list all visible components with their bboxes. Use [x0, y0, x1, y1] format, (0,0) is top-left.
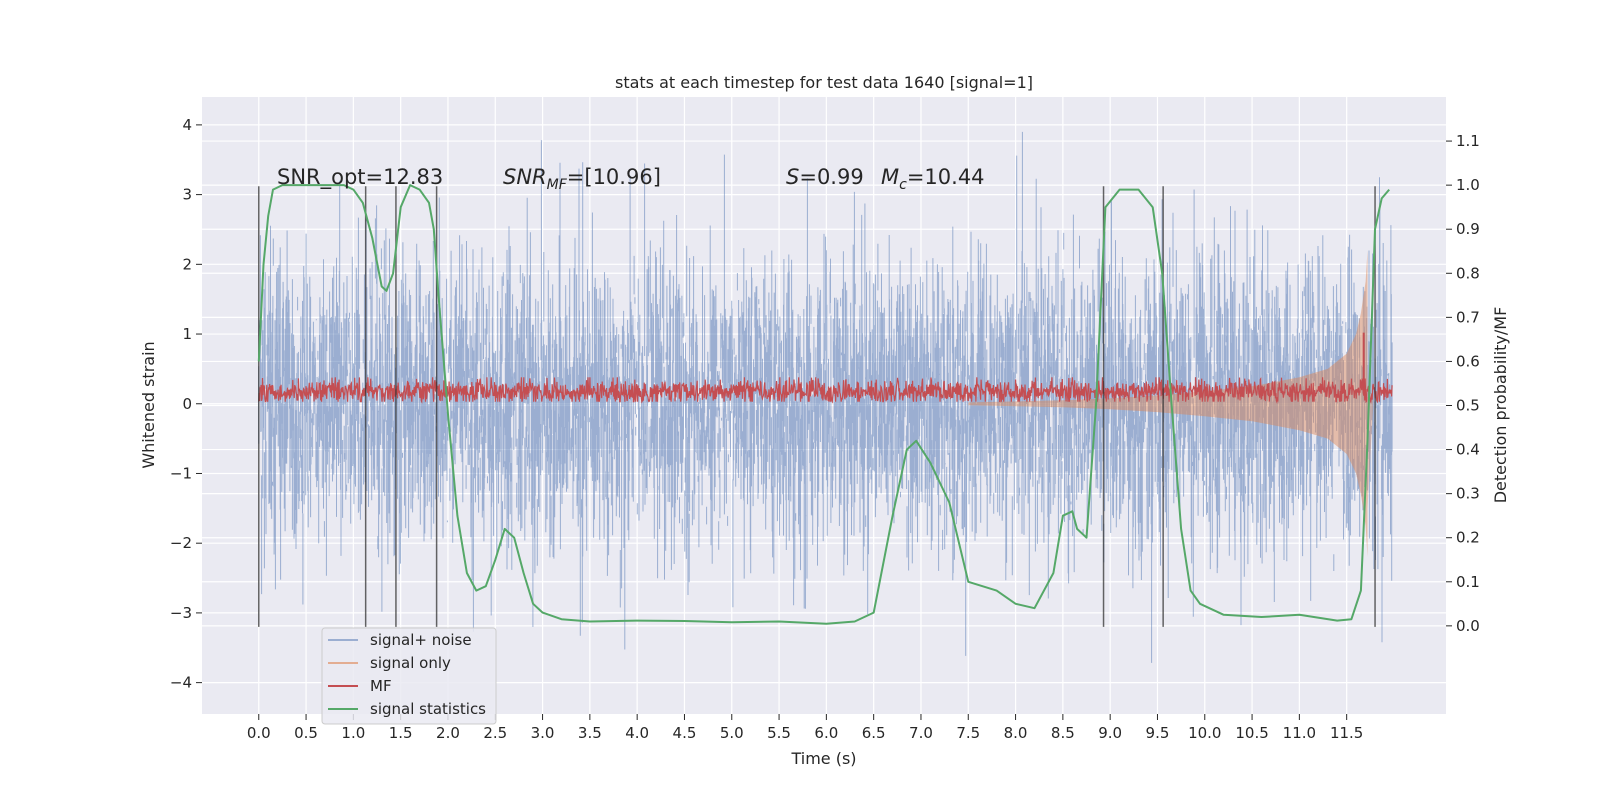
- annotation-snr-mf-sub: MF: [547, 177, 568, 193]
- x-tick-label: 3.5: [578, 724, 602, 742]
- y-left-tick-label: 1: [182, 325, 192, 343]
- chart-title: stats at each timestep for test data 164…: [615, 73, 1033, 92]
- y-right-tick-label: 1.1: [1456, 132, 1480, 150]
- y-right-tick-label: 0.8: [1456, 264, 1480, 282]
- annotation-s-symbol: S: [786, 165, 799, 189]
- x-tick-label: 6.5: [862, 724, 886, 742]
- x-tick-label: 8.5: [1051, 724, 1075, 742]
- annotation-mc-sub: c: [899, 177, 907, 193]
- x-tick-label: 9.5: [1146, 724, 1170, 742]
- x-tick-label: 10.0: [1188, 724, 1221, 742]
- y-left-tick-label: 2: [182, 255, 192, 273]
- x-tick-label: 4.5: [673, 724, 697, 742]
- legend-label-signal-only: signal only: [370, 654, 451, 672]
- y-left-tick-label: −1: [170, 464, 192, 482]
- y-right-tick-label: 0.6: [1456, 352, 1480, 370]
- annotation-mc-symbol: M: [881, 165, 899, 189]
- y-right-tick-label: 0.3: [1456, 485, 1480, 503]
- annotation-s-value: =0.99: [799, 165, 863, 189]
- x-tick-label: 10.5: [1235, 724, 1268, 742]
- legend-label-signal-statistics: signal statistics: [370, 700, 486, 718]
- mf-series: [258, 332, 1393, 405]
- annotation-snr-mf-main: SNR: [503, 165, 547, 189]
- y-right-tick-label: 0.9: [1456, 220, 1480, 238]
- x-tick-label: 7.5: [956, 724, 980, 742]
- annotation-mc: Mc=10.44: [881, 165, 985, 193]
- y-right-tick-label: 0.4: [1456, 441, 1480, 459]
- y-right-ticks: 0.0 0.1 0.2 0.3 0.4 0.5 0.6 0.7 0.8 0.9 1.0 1.1: [1446, 132, 1480, 635]
- x-tick-label: 5.5: [767, 724, 791, 742]
- signal-statistics-series: [257, 184, 1390, 625]
- annotation-snr-mf-value: =[10.96]: [567, 165, 661, 189]
- y-left-tick-label: −4: [170, 674, 192, 692]
- legend: signal+ noise signal only MF signal stat…: [321, 627, 497, 725]
- grid: [202, 97, 1446, 714]
- x-tick-label: 3.0: [531, 724, 555, 742]
- x-tick-label: 5.0: [720, 724, 744, 742]
- y-right-tick-label: 0.5: [1456, 397, 1480, 415]
- x-tick-label: 11.0: [1283, 724, 1316, 742]
- x-tick-label: 11.5: [1330, 724, 1363, 742]
- x-tick-label: 4.0: [625, 724, 649, 742]
- y-left-tick-label: 4: [182, 116, 192, 134]
- y-left-tick-label: −3: [170, 604, 192, 622]
- y-right-tick-label: 0.2: [1456, 529, 1480, 547]
- y-left-tick-label: 0: [182, 395, 192, 413]
- y-right-tick-label: 1.0: [1456, 176, 1480, 194]
- mf-line: [258, 376, 1393, 405]
- x-tick-label: 2.5: [483, 724, 507, 742]
- legend-label-mf: MF: [370, 677, 392, 695]
- x-tick-label: 7.0: [909, 724, 933, 742]
- signal-only-envelope: [968, 250, 1368, 558]
- x-tick-label: 0.0: [247, 724, 271, 742]
- x-tick-label: 1.0: [341, 724, 365, 742]
- legend-label-signal-noise: signal+ noise: [370, 631, 472, 649]
- x-tick-label: 9.0: [1098, 724, 1122, 742]
- annotation-snr-mf: SNRMF=[10.96]: [503, 165, 661, 193]
- x-tick-label: 0.5: [294, 724, 318, 742]
- x-tick-label: 8.0: [1004, 724, 1028, 742]
- y-left-axis-label: Whitened strain: [139, 341, 158, 468]
- y-right-tick-label: 0.0: [1456, 617, 1480, 635]
- y-right-axis-label: Detection probability/MF: [1491, 307, 1510, 504]
- x-tick-label: 6.0: [814, 724, 838, 742]
- y-left-tick-label: 3: [182, 186, 192, 204]
- y-left-tick-label: −2: [170, 534, 192, 552]
- signal-statistics-line: [257, 184, 1390, 625]
- x-ticks: 0.0 0.5 1.0 1.5 2.0 2.5 3.0 3.5 4.0 4.5 5.0 5.5 6.0 6…: [247, 714, 1363, 742]
- y-right-tick-label: 0.1: [1456, 573, 1480, 591]
- y-left-ticks: −4 −3 −2 −1 0 1 2 3 4: [170, 116, 202, 692]
- x-tick-label: 1.5: [389, 724, 413, 742]
- annotation-snr-opt: SNR_opt=12.83: [277, 165, 443, 190]
- y-right-tick-label: 0.7: [1456, 308, 1480, 326]
- annotation-s: S=0.99: [786, 165, 864, 189]
- x-axis-label: Time (s): [790, 749, 856, 768]
- annotation-mc-value: =10.44: [907, 165, 985, 189]
- legend-box: [321, 627, 497, 725]
- x-tick-label: 2.0: [436, 724, 460, 742]
